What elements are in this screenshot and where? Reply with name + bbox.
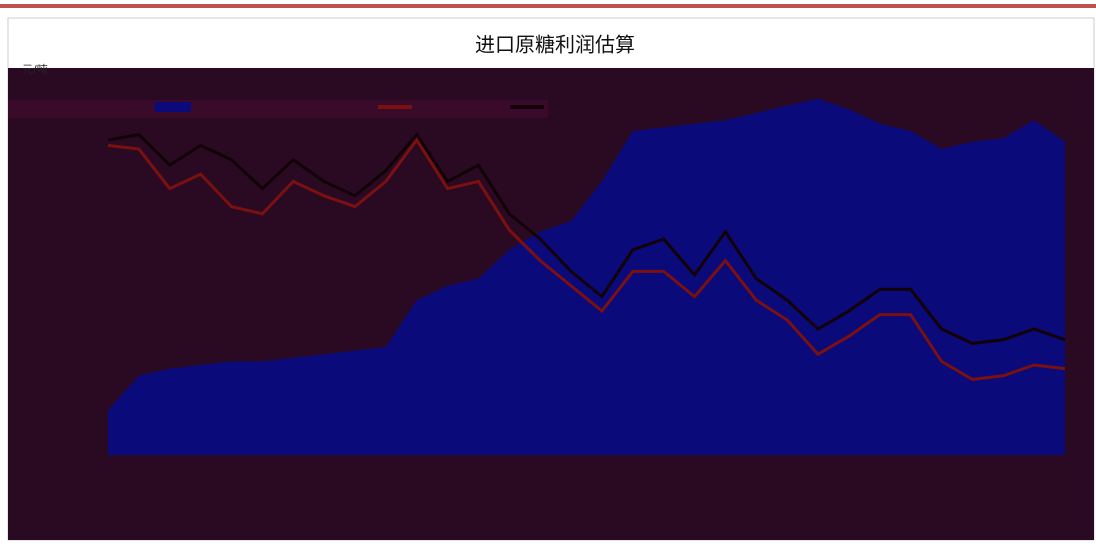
legend-swatch <box>155 102 191 112</box>
area <box>108 98 1065 455</box>
line <box>107 132 1066 345</box>
top-rule <box>0 4 1096 8</box>
line <box>107 137 1066 381</box>
legend-swatch <box>378 105 412 109</box>
legend-swatch <box>510 105 544 109</box>
chart-title: 进口原糖利润估算 <box>475 33 635 57</box>
legend-band <box>8 100 548 118</box>
unit-label: 元/吨 <box>22 63 48 76</box>
